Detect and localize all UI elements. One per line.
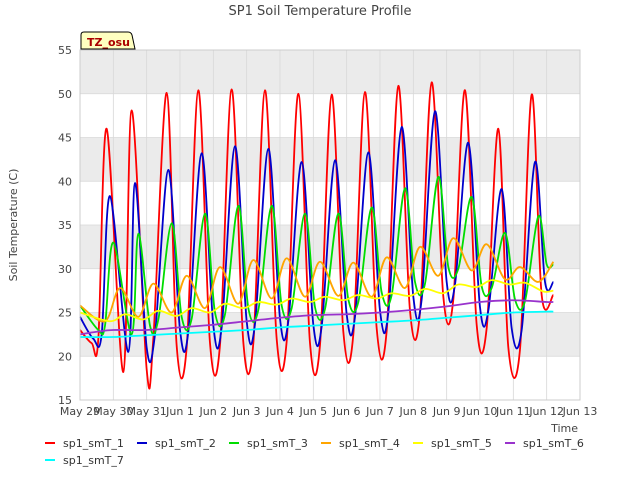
x-tick-label: Jun 2 — [198, 405, 227, 418]
x-axis-label: Time — [550, 422, 578, 435]
series-lines — [79, 81, 555, 390]
series-line-sp1_smT_7 — [79, 310, 554, 339]
x-tick-label: Jun 10 — [462, 405, 498, 418]
legend-label: sp1_smT_7 — [63, 454, 124, 467]
band-shaded — [80, 50, 580, 94]
plot-frame — [79, 49, 581, 401]
band-light — [80, 356, 580, 400]
y-tick-label: 50 — [58, 88, 72, 101]
x-tick-label: Jun 12 — [528, 405, 564, 418]
x-tick-label: Jun 1 — [165, 405, 194, 418]
legend-label: sp1_smT_2 — [155, 437, 216, 450]
x-tick-label: Jun 3 — [232, 405, 261, 418]
series-line-sp1_smT_1 — [79, 81, 555, 390]
y-tick-label: 40 — [58, 175, 72, 188]
series-line-sp1_smT_4 — [79, 237, 555, 323]
tz-annotation-box: TZ_osu — [80, 31, 136, 50]
band-shaded — [80, 137, 580, 182]
y-tick-label: 35 — [58, 219, 72, 232]
legend-label: sp1_smT_3 — [247, 437, 308, 450]
x-tick-label: Jun 5 — [298, 405, 327, 418]
legend-label: sp1_smT_5 — [431, 437, 492, 450]
x-tick-label: Jun 4 — [265, 405, 294, 418]
y-tick-label: 45 — [58, 132, 72, 145]
legend-item-sp1_smT_5: sp1_smT_5 — [413, 437, 492, 450]
chart-title: SP1 Soil Temperature Profile — [229, 4, 412, 19]
legend-item-sp1_smT_2: sp1_smT_2 — [137, 437, 216, 450]
x-tick-label: Jun 9 — [432, 405, 461, 418]
x-tick-label: Jun 8 — [398, 405, 427, 418]
y-tick-label: 20 — [58, 350, 72, 363]
legend-label: sp1_smT_1 — [63, 437, 124, 450]
legend-item-sp1_smT_3: sp1_smT_3 — [229, 437, 308, 450]
x-tick-label: Jun 11 — [495, 405, 531, 418]
y-tick-label: 55 — [58, 44, 72, 57]
legend: sp1_smT_1 sp1_smT_2 sp1_smT_3 sp1_smT_4 sp1_… — [45, 437, 584, 467]
legend-item-sp1_smT_1: sp1_smT_1 — [45, 437, 124, 450]
x-tick-label: Jun 6 — [332, 405, 361, 418]
y-tick-label: 15 — [58, 394, 72, 407]
legend-item-sp1_smT_4: sp1_smT_4 — [321, 437, 400, 450]
series-line-sp1_smT_3 — [79, 175, 554, 336]
y-axis-ticks: 15 20 25 30 35 40 45 50 55 — [58, 44, 72, 407]
y-tick-label: 30 — [58, 263, 72, 276]
series-line-sp1_smT_6 — [79, 299, 554, 336]
series-line-sp1_smT_5 — [79, 279, 554, 323]
tz-annotation-text: TZ_osu — [87, 36, 130, 49]
x-tick-label: Jun 13 — [562, 405, 598, 418]
y-tick-label: 25 — [58, 307, 72, 320]
x-tick-label: Jun 7 — [365, 405, 394, 418]
legend-item-sp1_smT_7: sp1_smT_7 — [45, 454, 124, 467]
y-axis-label: Soil Temperature (C) — [7, 169, 20, 282]
x-tick-label: May 31 — [127, 405, 167, 418]
series-line-sp1_smT_2 — [79, 110, 555, 364]
x-tick-label: May 30 — [93, 405, 133, 418]
legend-label: sp1_smT_4 — [339, 437, 400, 450]
legend-item-sp1_smT_6: sp1_smT_6 — [505, 437, 584, 450]
legend-label: sp1_smT_6 — [523, 437, 584, 450]
x-tick-label: May 29 — [60, 405, 100, 418]
